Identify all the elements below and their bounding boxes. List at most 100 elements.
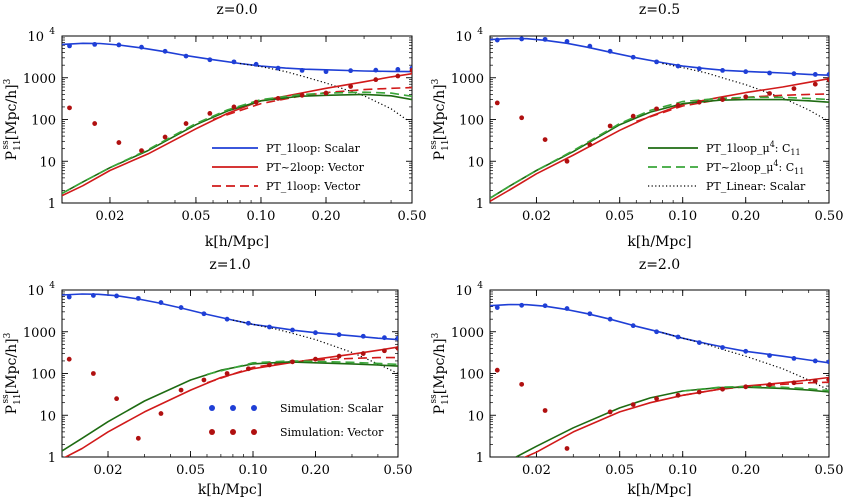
data-point-simulation-vector: [313, 356, 318, 362]
y-label-unit: [Mpc/h]: [432, 338, 448, 394]
y-axis-label: P11ss[Mpc/h]3: [429, 78, 451, 160]
data-point-simulation-scalar: [201, 311, 207, 317]
data-point-simulation-scalar: [207, 57, 213, 63]
data-point-simulation-vector: [494, 100, 500, 106]
x-tick-label: 0.20: [731, 209, 760, 224]
legend-label: Simulation: Scalar: [280, 402, 384, 415]
y-label-unit-sup: 3: [431, 78, 441, 84]
data-point-simulation-scalar: [313, 330, 318, 336]
data-point-simulation-vector: [654, 396, 659, 402]
legend: PT_1loop: Scalar PT~2loop: Vector PT_1loop…: [212, 142, 365, 193]
data-point-simulation-vector: [162, 134, 168, 140]
series-line-pt-1loop-scalar: [490, 37, 829, 76]
y-tick-label: 100: [31, 114, 56, 129]
chart-panel-1: z=0.5 0.02 0.05 0.10 0.20 0.50 1 10 100 1000 10 4 k[…: [429, 2, 843, 250]
data-point-simulation-vector: [323, 90, 329, 96]
legend-label-sub: 11: [790, 148, 800, 157]
data-point-simulation-vector: [139, 148, 144, 153]
data-point-simulation-vector: [743, 94, 749, 100]
data-point-simulation-vector: [720, 97, 725, 102]
data-point-simulation-vector: [812, 81, 818, 87]
data-point-simulation-vector: [826, 377, 829, 382]
data-point-simulation-scalar: [66, 294, 72, 300]
data-point-simulation-scalar: [696, 340, 702, 345]
series-line-pt-1loop-scalar: [62, 42, 412, 73]
y-label-sup: ss: [1, 140, 11, 150]
x-axis-label: k[h/Mpc]: [627, 234, 691, 250]
data-point-simulation-vector: [92, 121, 98, 126]
x-tick-label: 0.05: [605, 209, 634, 224]
data-point-simulation-scalar: [696, 66, 702, 72]
y-tick-exponent: 4: [477, 27, 483, 37]
y-label-sup: ss: [429, 394, 439, 404]
y-tick-label: 100: [31, 368, 56, 383]
x-tick-label: 0.20: [301, 463, 330, 478]
x-tick-label: 0.50: [815, 209, 843, 224]
series-line-pt-1loop-vector: [206, 356, 398, 384]
data-point-simulation-vector: [826, 77, 829, 83]
y-tick-label: 1: [48, 451, 56, 466]
data-point-simulation-vector: [494, 367, 500, 373]
chart-panel-0: z=0.0 0.02 0.05 0.10 0.20 0.50 1 10 100 1000 10 4 k[…: [1, 2, 426, 250]
data-point-simulation-scalar: [245, 320, 251, 326]
series-line-pt-2loop-mu4-c11: [682, 385, 829, 392]
data-point-simulation-scalar: [675, 63, 681, 69]
chart-title: z=0.5: [639, 2, 680, 18]
y-tick-exponent: 4: [477, 281, 483, 291]
y-tick-label: 100: [459, 368, 484, 383]
data-point-simulation-vector: [178, 387, 184, 393]
legend-label-sub: 11: [794, 167, 804, 176]
data-point-simulation-scalar: [720, 345, 725, 350]
legend-label-text: Simulation: Vector: [280, 426, 384, 439]
data-point-simulation-vector: [360, 351, 366, 356]
y-label-sub: 11: [441, 393, 451, 404]
data-point-simulation-scalar: [826, 72, 829, 77]
y-tick-label: 1: [476, 451, 484, 466]
data-point-simulation-scalar: [275, 65, 281, 71]
data-point-simulation-vector: [90, 371, 96, 376]
data-point-simulation-vector: [201, 377, 207, 383]
series-line-pt-linear-scalar: [239, 62, 412, 124]
chart-title: z=0.0: [216, 2, 257, 18]
y-axis-label: P11ss[Mpc/h]3: [429, 332, 451, 414]
y-label-unit: [Mpc/h]: [4, 338, 20, 394]
y-tick-label: 1000: [23, 326, 56, 341]
data-point-simulation-scalar: [607, 316, 613, 322]
y-label-sup: ss: [1, 394, 11, 404]
data-point-simulation-vector: [382, 348, 387, 354]
data-point-simulation-vector: [348, 84, 354, 89]
x-tick-label: 0.05: [176, 463, 205, 478]
data-point-simulation-vector: [245, 366, 251, 372]
data-point-simulation-scalar: [675, 334, 681, 340]
y-tick-label: 1000: [23, 72, 56, 87]
data-point-simulation-scalar: [791, 355, 797, 361]
data-point-simulation-scalar: [299, 67, 305, 73]
data-point-simulation-scalar: [812, 72, 818, 77]
chart-title: z=1.0: [209, 257, 250, 273]
series-line-pt-2loop-mu4-c11: [206, 360, 398, 376]
data-point-simulation-vector: [654, 106, 659, 112]
data-point-simulation-vector: [675, 392, 681, 398]
data-point-simulation-vector: [183, 121, 189, 126]
data-point-simulation-scalar: [395, 335, 398, 341]
data-point-simulation-scalar: [630, 54, 636, 60]
legend-marker: [209, 405, 215, 411]
data-point-simulation-scalar: [720, 67, 725, 73]
data-point-simulation-vector: [696, 99, 702, 105]
data-point-simulation-scalar: [542, 303, 548, 309]
x-tick-label: 0.05: [605, 463, 634, 478]
y-label-sub: 11: [13, 139, 23, 150]
data-point-simulation-vector: [207, 110, 213, 116]
data-point-simulation-vector: [607, 409, 613, 415]
chart-panel-3: z=2.0 0.02 0.05 0.10 0.20 0.50 1 10 100 1000 10 4 k[…: [429, 257, 843, 498]
data-point-simulation-scalar: [253, 61, 259, 67]
data-point-simulation-vector: [373, 77, 379, 83]
data-point-simulation-scalar: [542, 36, 548, 42]
series-line-pt-2loop-mu4-c11: [490, 96, 829, 199]
data-point-simulation-vector: [812, 378, 818, 384]
y-label-unit: [Mpc/h]: [4, 84, 20, 140]
legend-marker: [251, 429, 257, 435]
data-point-simulation-vector: [743, 384, 749, 390]
plot-frame: [61, 35, 413, 204]
